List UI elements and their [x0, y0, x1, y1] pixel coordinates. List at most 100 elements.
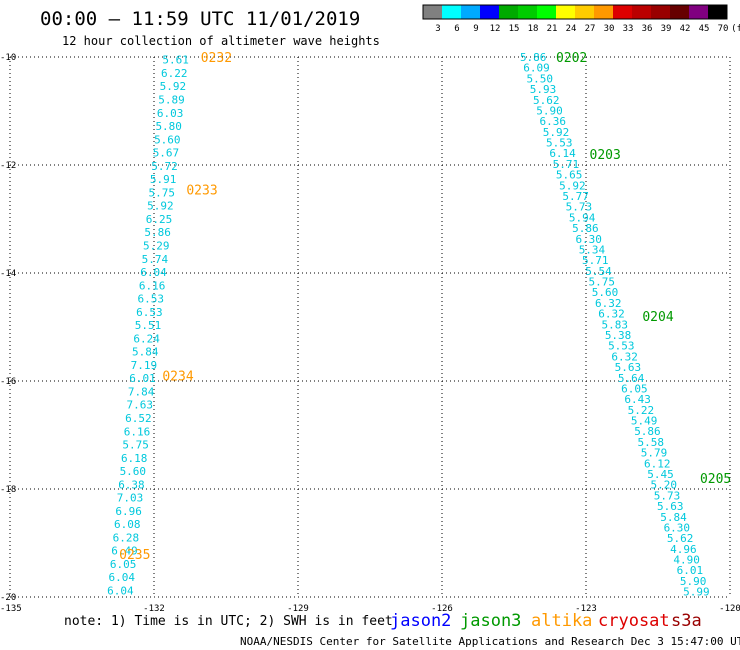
swh-value-label: 6.03 [157, 107, 184, 120]
swh-value-label: 5.50 [526, 72, 553, 85]
swh-value-label: 5.94 [569, 211, 596, 224]
y-tick-label: -18 [0, 485, 16, 495]
swh-value-label: 5.86 [144, 226, 171, 239]
swh-value-label: 6.28 [113, 531, 140, 544]
footer-credit: NOAA/NESDIS Center for Satellite Applica… [240, 635, 740, 648]
swh-value-label: 5.64 [618, 372, 645, 385]
swh-value-label: 6.04 [107, 585, 134, 598]
swh-value-label: 6.43 [624, 393, 651, 406]
legend-swatch [575, 5, 594, 19]
swh-value-label: 5.89 [158, 94, 185, 107]
swh-value-label: 6.38 [118, 478, 145, 491]
swh-value-label: 7.63 [126, 399, 153, 412]
swh-value-label: 6.08 [114, 518, 141, 531]
legend-label: 9 [473, 24, 478, 34]
swh-value-label: 5.92 [543, 126, 570, 139]
swh-value-label: 5.84 [132, 346, 159, 359]
swh-value-label: 5.80 [155, 120, 182, 133]
time-annotation: 0204 [642, 310, 673, 325]
swh-value-label: 5.99 [683, 586, 710, 599]
x-tick-label: -126 [431, 604, 453, 614]
swh-value-label: 6.01 [129, 372, 156, 385]
swh-value-label: 5.71 [553, 158, 580, 171]
swh-value-label: 6.16 [139, 279, 166, 292]
swh-value-label: 5.86 [634, 425, 661, 438]
swh-value-label: 6.18 [121, 452, 148, 465]
swh-value-label: 5.29 [143, 239, 170, 252]
legend-swatch [708, 5, 727, 19]
satellite-label-jason2: jason2 [390, 611, 451, 631]
swh-value-label: 6.04 [109, 571, 136, 584]
legend-label: 27 [585, 24, 596, 34]
time-annotation: 0232 [201, 51, 232, 66]
legend-label: 30 [604, 24, 615, 34]
swh-value-label: 6.32 [611, 350, 638, 363]
legend-swatch [594, 5, 613, 19]
swh-value-label: 5.83 [602, 318, 629, 331]
legend-swatch [442, 5, 461, 19]
swh-value-label: 5.45 [647, 468, 674, 481]
swh-value-label: 5.38 [605, 329, 632, 342]
swh-value-label: 6.52 [125, 412, 152, 425]
legend-label: 6 [454, 24, 459, 34]
swh-value-label: 6.30 [664, 521, 691, 534]
swh-value-label: 5.22 [628, 404, 655, 417]
swh-value-label: 5.53 [608, 340, 635, 353]
satellite-legend: jason2 jason3 altika cryosat s3a [390, 611, 702, 631]
swh-value-label: 5.62 [667, 532, 694, 545]
swh-value-label: 6.30 [575, 233, 602, 246]
legend-label: 45 [699, 24, 710, 34]
legend-label: 39 [661, 24, 672, 34]
swh-value-label: 5.74 [142, 253, 169, 266]
swh-value-label: 5.53 [546, 137, 573, 150]
swh-value-label: 5.90 [680, 575, 707, 588]
legend-label: 33 [623, 24, 634, 34]
time-annotation: 0235 [119, 548, 150, 563]
legend-swatch [499, 5, 518, 19]
swh-value-label: 6.96 [115, 505, 142, 518]
legend-swatch [480, 5, 499, 19]
chart-title: 00:00 – 11:59 UTC 11/01/2019 [40, 8, 360, 30]
swh-value-label: 5.60 [592, 286, 619, 299]
legend-swatch [689, 5, 708, 19]
swh-value-label: 5.84 [660, 511, 687, 524]
legend-swatch [461, 5, 480, 19]
swh-value-label: 5.60 [154, 133, 181, 146]
swh-value-label: 5.49 [631, 415, 658, 428]
satellite-label-cryosat: cryosat [598, 611, 670, 631]
footer-note: note: 1) Time is in UTC; 2) SWH is in fe… [64, 614, 393, 629]
swh-value-label: 6.53 [138, 293, 165, 306]
swh-value-label: 6.05 [110, 558, 137, 571]
legend-label: 18 [528, 24, 539, 34]
legend-label: 24 [566, 24, 577, 34]
legend-swatch [518, 5, 537, 19]
swh-value-label: 6.05 [621, 382, 648, 395]
time-annotation: 0202 [556, 51, 587, 66]
swh-value-label: 6.32 [598, 308, 625, 321]
swh-value-label: 5.90 [536, 104, 563, 117]
legend-label: 70 [718, 24, 729, 34]
y-tick-label: -20 [0, 593, 16, 603]
swh-value-label: 6.32 [595, 297, 622, 310]
swh-value-label: 4.90 [673, 554, 700, 567]
legend-swatch [613, 5, 632, 19]
swh-value-label: 6.49 [111, 545, 138, 558]
swh-value-label: 6.12 [644, 457, 671, 470]
x-tick-label: -123 [575, 604, 597, 614]
swh-value-label: 6.53 [136, 306, 163, 319]
swh-value-label: 5.62 [533, 94, 560, 107]
swh-value-label: 6.01 [677, 564, 704, 577]
swh-value-label: 5.63 [615, 361, 642, 374]
swh-value-label: 6.09 [523, 62, 550, 75]
swh-value-label: 5.63 [657, 500, 684, 513]
legend-label: 3 [435, 24, 440, 34]
swh-value-label: 5.91 [150, 173, 177, 186]
swh-value-label: 5.60 [120, 465, 147, 478]
satellite-label-jason3: jason3 [460, 611, 521, 631]
swh-value-label: 5.54 [585, 265, 612, 278]
legend-swatch [651, 5, 670, 19]
swh-value-label: 5.67 [153, 147, 180, 160]
time-annotations: 0232 0233 0234 0235 0202 0203 0204 0205 [119, 51, 731, 563]
legend-label: 15 [509, 24, 520, 34]
